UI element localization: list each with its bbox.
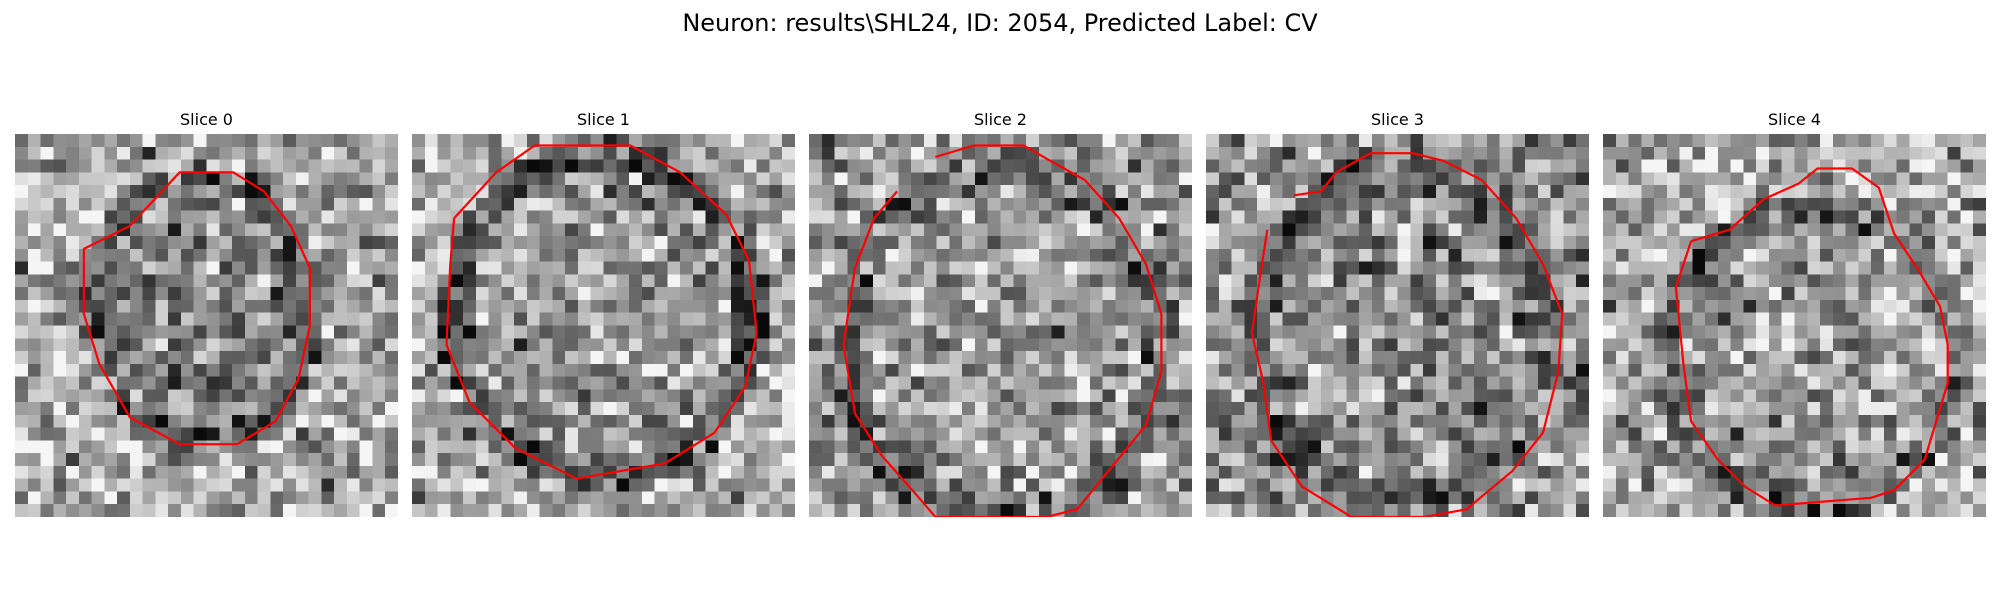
slice-title: Slice 2 — [974, 110, 1027, 129]
slice-title: Slice 1 — [577, 110, 630, 129]
slice-panel-1: Slice 1 — [412, 110, 795, 517]
slice-image-1 — [412, 134, 795, 517]
slice-image-3 — [1206, 134, 1589, 517]
slice-title: Slice 0 — [180, 110, 233, 129]
slice-panel-4: Slice 4 — [1603, 110, 1986, 517]
slice-panel-0: Slice 0 — [15, 110, 398, 517]
slice-image-4 — [1603, 134, 1986, 517]
segmentation-contour — [1674, 167, 1949, 507]
segmentation-contour — [1250, 152, 1564, 517]
segmentation-contour — [82, 171, 311, 446]
slice-panel-2: Slice 2 — [809, 110, 1192, 517]
segmentation-contour — [445, 144, 758, 480]
slice-image-0 — [15, 134, 398, 517]
slice-image-2 — [809, 134, 1192, 517]
figure-title: Neuron: results\SHL24, ID: 2054, Predict… — [682, 9, 1318, 37]
slice-title: Slice 4 — [1768, 110, 1821, 129]
segmentation-contour — [842, 144, 1163, 517]
slice-title: Slice 3 — [1371, 110, 1424, 129]
slice-panel-3: Slice 3 — [1206, 110, 1589, 517]
